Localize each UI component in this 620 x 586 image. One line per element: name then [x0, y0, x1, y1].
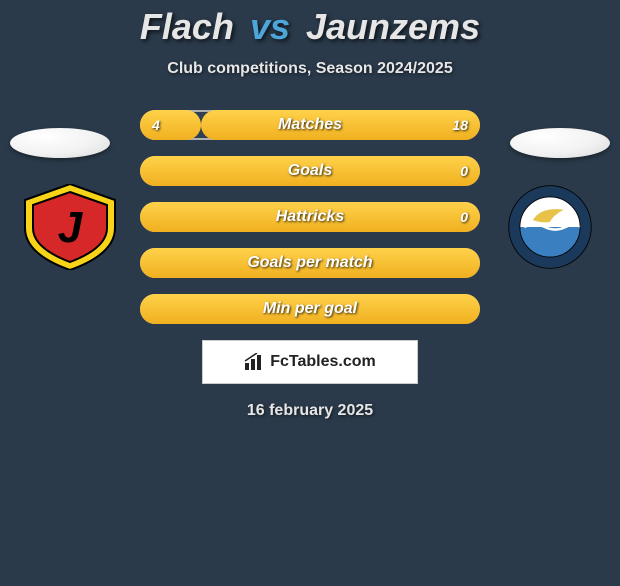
stat-bar-row: Matches4 18 [140, 110, 480, 140]
subtitle: Club competitions, Season 2024/2025 [0, 60, 620, 78]
player2-name: Jaunzems [306, 6, 480, 47]
player1-platform [10, 128, 110, 158]
stat-bar-label: Goals [140, 156, 480, 186]
stat-bar-value-right: 18 [440, 110, 480, 140]
stat-bar-row: Hattricks0 [140, 202, 480, 232]
site-logo-text: FcTables.com [270, 353, 376, 371]
comparison-title: Flach vs Jaunzems [0, 6, 620, 48]
player2-platform [510, 128, 610, 158]
stat-bars: Matches418Goals0Hattricks0Goals per matc… [140, 110, 480, 324]
svg-text:J: J [58, 203, 84, 252]
stat-bar-value-right: 0 [448, 202, 480, 232]
player1-club-badge: J [20, 184, 120, 270]
match-date: 16 february 2025 [0, 402, 620, 420]
site-logo[interactable]: FcTables.com [202, 340, 418, 384]
stat-bar-label: Matches [140, 110, 480, 140]
stat-bar-label: Hattricks [140, 202, 480, 232]
stat-bar-row: Min per goal [140, 294, 480, 324]
bar-chart-icon [244, 353, 264, 371]
stat-bar-row: Goals0 [140, 156, 480, 186]
stat-bar-value-left: 4 [140, 110, 172, 140]
stat-bar-label: Min per goal [140, 294, 480, 324]
vs-label: vs [250, 6, 290, 47]
player2-club-badge [500, 184, 600, 270]
player1-name: Flach [140, 6, 234, 47]
stat-bar-value-right: 0 [448, 156, 480, 186]
stat-bar-label: Goals per match [140, 248, 480, 278]
stat-bar-row: Goals per match [140, 248, 480, 278]
